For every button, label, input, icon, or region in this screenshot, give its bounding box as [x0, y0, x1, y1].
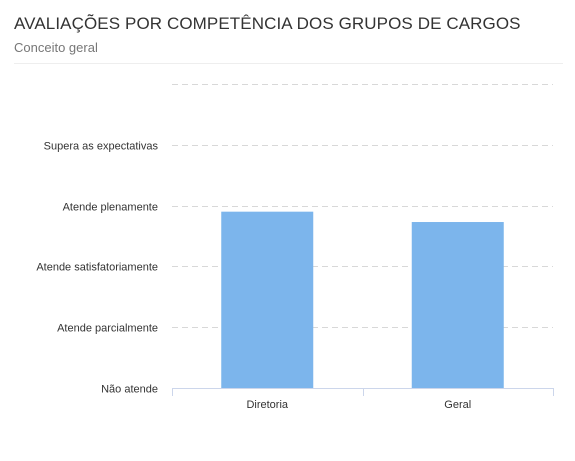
x-axis [172, 388, 554, 396]
bar-geral[interactable] [411, 222, 504, 388]
y-tick-label: Atende parcialmente [57, 323, 158, 335]
chart-subtitle: Conceito geral [14, 40, 98, 55]
bar-series [221, 211, 504, 388]
y-tick-label: Não atende [101, 384, 158, 396]
y-tick-label: Atende plenamente [63, 202, 158, 214]
axis-labels: Não atende Atende parcialmente Atende sati… [36, 141, 471, 412]
bar-diretoria[interactable] [221, 211, 314, 388]
chart-title: AVALIAÇÕES POR COMPETÊNCIA DOS GRUPOS DE… [14, 14, 521, 33]
chart-header: AVALIAÇÕES POR COMPETÊNCIA DOS GRUPOS DE… [14, 10, 563, 64]
x-tick-label: Diretoria [246, 399, 288, 411]
y-tick-label: Supera as expectativas [44, 141, 159, 153]
y-tick-label: Atende satisfatoriamente [36, 262, 158, 274]
x-tick-label: Geral [444, 399, 471, 411]
